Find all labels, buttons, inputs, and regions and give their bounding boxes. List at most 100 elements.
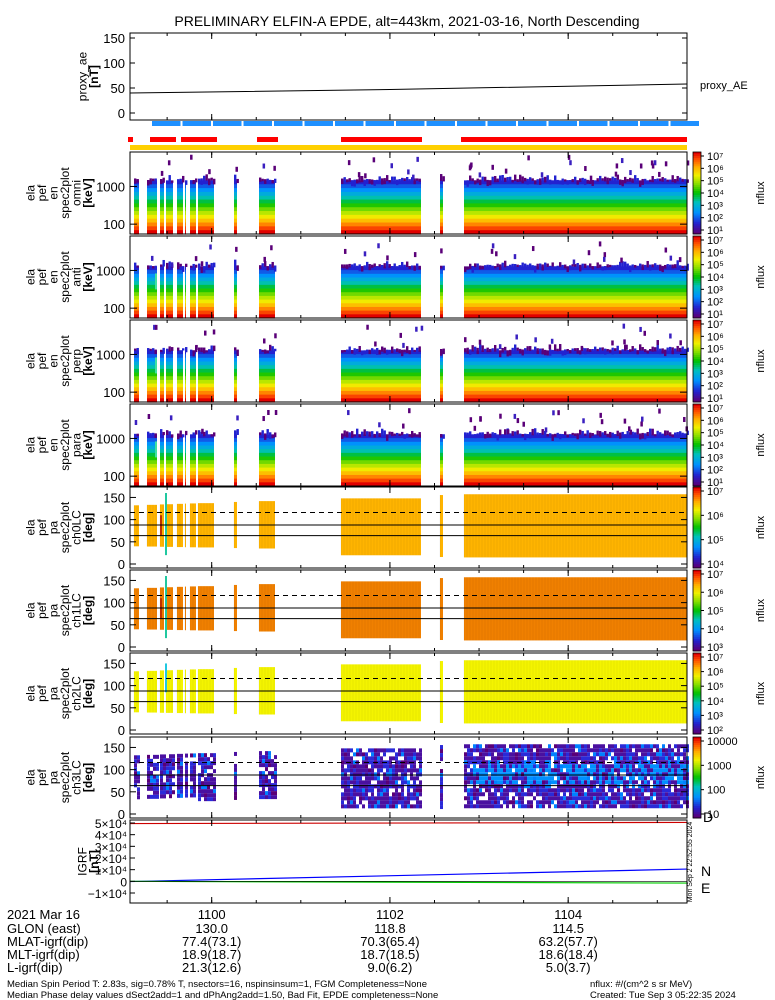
energy-edge-pixel [649, 264, 652, 271]
pitch-pixel [530, 800, 533, 805]
energy-band [177, 310, 183, 315]
colorbar-cell [693, 205, 701, 208]
pitch-pixel [596, 800, 599, 805]
pitch-pixel [512, 752, 515, 757]
energy-band [134, 199, 139, 204]
pitch-pixel [611, 788, 614, 793]
energy-band [147, 398, 157, 403]
pitch-pixel [169, 770, 172, 775]
pitch-pixel [201, 757, 204, 762]
energy-edge-pixel [606, 348, 609, 352]
energy-edge-pixel [554, 266, 557, 270]
pitch-pixel [350, 804, 353, 809]
pitch-pixel [617, 796, 620, 801]
energy-band [147, 226, 157, 231]
energy-edge-pixel [386, 261, 389, 268]
energy-band [234, 203, 237, 208]
pitch-pixel [662, 800, 665, 805]
pitch-pixel [386, 788, 389, 793]
energy-band [147, 467, 157, 472]
colorbar-cell [693, 227, 701, 231]
pitch-pixel [473, 788, 476, 793]
pitch-pixel [359, 780, 362, 785]
colorbar-cell [693, 783, 701, 787]
energy-noise-pixel [516, 418, 520, 424]
energy-band [464, 281, 687, 286]
pitch-pixel [593, 744, 596, 749]
panel-ylabel: en [47, 186, 61, 199]
pitch-pixel [524, 752, 527, 757]
pitch-pixel [389, 748, 392, 753]
pitch-pixel [262, 755, 265, 760]
energy-edge-pixel [656, 344, 659, 352]
energy-edge-pixel [624, 176, 627, 184]
energy-edge-pixel [210, 434, 213, 437]
colorbar-cell [693, 326, 701, 329]
energy-edge-pixel [371, 431, 374, 435]
colorbar-cell [693, 178, 701, 182]
energy-band [160, 314, 164, 319]
energy-edge-pixel [649, 179, 652, 182]
energy-band [134, 288, 139, 293]
colorbar-cell [693, 521, 701, 524]
pitch-pixel [677, 792, 680, 797]
colorbar-cell [693, 453, 701, 456]
pitch-pixel [185, 761, 188, 766]
pitch-pixel [476, 776, 479, 781]
proxy-ae-series-label: proxy_AE [700, 80, 748, 92]
energy-edge-pixel [388, 431, 391, 435]
energy-noise-pixel [262, 338, 266, 344]
pitch-pixel [198, 797, 201, 802]
energy-band [166, 354, 173, 359]
pitch-pixel [464, 764, 467, 769]
pitch-pixel [635, 780, 638, 785]
pitch-pixel [638, 756, 641, 761]
energy-edge-pixel [205, 261, 208, 268]
energy-edge-pixel [471, 434, 474, 438]
colorbar-cell [693, 759, 701, 762]
energy-noise-pixel [267, 409, 270, 415]
pitch-pixel [590, 772, 593, 777]
energy-edge-pixel [264, 261, 267, 267]
pitch-fill [147, 670, 157, 713]
energy-band [234, 365, 237, 370]
energy-band [185, 445, 186, 450]
pitch-pixel [482, 752, 485, 757]
energy-edge-pixel [376, 179, 379, 183]
pitch-pixel [521, 756, 524, 761]
energy-edge-pixel [274, 265, 277, 272]
pitch-pixel [608, 784, 611, 789]
energy-band [160, 266, 164, 271]
energy-band [134, 394, 139, 399]
pitch-pixel [617, 764, 620, 769]
energy-band [259, 394, 275, 399]
pitch-pixel [265, 795, 268, 800]
energy-edge-pixel [546, 433, 549, 437]
pitch-pixel [605, 764, 608, 769]
pitch-pixel [500, 784, 503, 789]
pitch-pixel [491, 768, 494, 773]
energy-edge-pixel [521, 349, 524, 356]
pitch-pixel [557, 796, 560, 801]
pitch-pixel [392, 764, 395, 769]
pitch-pixel [389, 800, 392, 805]
energy-edge-pixel [606, 264, 609, 268]
energy-band [464, 474, 687, 480]
pitch-fill [464, 577, 687, 641]
pitch-pixel [377, 800, 380, 805]
colorbar-cell [693, 693, 701, 697]
colorbar-cell [693, 580, 701, 583]
energy-band [198, 394, 214, 399]
pitch-pixel [644, 788, 647, 793]
energy-band [166, 482, 173, 487]
pitch-pixel [620, 760, 623, 765]
pitch-pixel [494, 768, 497, 773]
colorbar-cell [693, 525, 701, 528]
pitch-pixel [587, 796, 590, 801]
pitch-pixel [656, 772, 659, 777]
pitch-pixel [650, 788, 653, 793]
pitch-pixel [470, 772, 473, 777]
pitch-pixel [542, 780, 545, 785]
pitch-pixel [605, 780, 608, 785]
pitch-pixel [560, 756, 563, 761]
